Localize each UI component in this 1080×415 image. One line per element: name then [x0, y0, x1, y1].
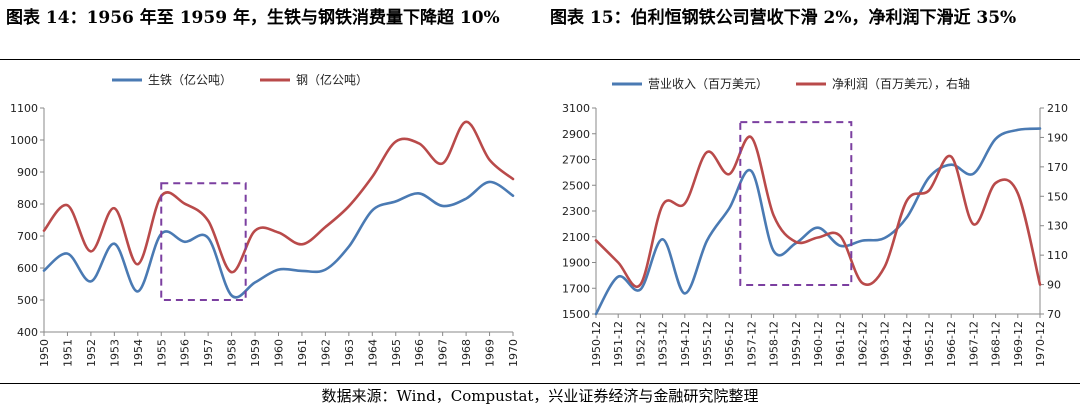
iron-steel-x-tick-label: 1954	[132, 339, 145, 367]
data-source-note: 数据来源：Wind，Compustat，兴业证券经济与金融研究院整理	[321, 387, 759, 405]
iron-steel-x-tick-label: 1967	[437, 339, 450, 367]
bethlehem-x-tick-label: 1953-12	[657, 321, 670, 367]
iron-steel-y-tick-label: 700	[17, 230, 38, 243]
iron-steel-x-tick-label: 1957	[202, 339, 215, 367]
iron-steel-x-tick-label: 1956	[179, 339, 192, 367]
bethlehem-x-tick-label: 1961-12	[834, 321, 847, 367]
bethlehem-x-tick-label: 1964-12	[901, 321, 914, 367]
iron-steel-x-tick-label: 1961	[296, 339, 309, 367]
iron-steel-y-tick-label: 900	[17, 166, 38, 179]
bethlehem-y-tick-label: 2700	[562, 154, 590, 167]
bethlehem-x-tick-label: 1967-12	[967, 321, 980, 367]
bethlehem-x-tick-label: 1965-12	[923, 321, 936, 367]
bethlehem-x-tick-label: 1968-12	[990, 321, 1003, 367]
bethlehem-x-tick-label: 1969-12	[1012, 321, 1025, 367]
iron-steel-y-tick-label: 500	[17, 294, 38, 307]
bethlehem-x-tick-label: 1957-12	[745, 321, 758, 367]
bethlehem-series-line-1	[594, 135, 1042, 288]
bethlehem-y2-tick-label: 150	[1047, 190, 1068, 203]
bethlehem-x-tick-label: 1962-12	[856, 321, 869, 367]
bethlehem-y-tick-label: 1700	[562, 282, 590, 295]
bethlehem-x-tick-label: 1950-12	[590, 321, 603, 367]
iron-steel-x-tick-label: 1968	[460, 339, 473, 367]
bethlehem-y2-tick-label: 170	[1047, 161, 1068, 174]
bethlehem-y2-tick-label: 70	[1047, 308, 1061, 321]
iron-steel-y-tick-label: 400	[17, 326, 38, 339]
iron-steel-x-tick-label: 1963	[343, 339, 356, 367]
bethlehem-x-tick-label: 1970-12	[1034, 321, 1047, 367]
bethlehem-x-tick-label: 1966-12	[945, 321, 958, 367]
iron-steel-x-tick-label: 1953	[108, 339, 121, 367]
bottom-rule	[0, 383, 1080, 384]
bethlehem-y-tick-label: 2100	[562, 231, 590, 244]
bethlehem-x-tick-label: 1951-12	[612, 321, 625, 367]
pig-iron-steel-chart: 400 500 600 700 800 900 1000 1100 1950 1951 1952 19…	[10, 72, 520, 367]
bethlehem-legend-label-0: 营业收入（百万美元）	[648, 77, 768, 91]
bethlehem-y-tick-label: 3100	[562, 102, 590, 115]
iron-steel-series-line-1	[42, 120, 515, 274]
bethlehem-y-tick-label: 2900	[562, 128, 590, 141]
bethlehem-x-tick-label: 1959-12	[790, 321, 803, 367]
bethlehem-steel-chart: 1500 1700 1900 2100 2300 2500 2700 2900 3100 70 90…	[562, 76, 1068, 367]
iron-steel-x-tick-label: 1952	[85, 339, 98, 367]
iron-steel-x-tick-label: 1958	[226, 339, 239, 367]
iron-steel-series-line-0	[42, 180, 515, 299]
top-rule	[0, 59, 1080, 60]
bethlehem-series-line-0	[594, 127, 1042, 316]
iron-steel-highlight-box	[160, 182, 247, 301]
iron-steel-x-tick-label: 1969	[484, 339, 497, 367]
iron-steel-x-tick-label: 1970	[507, 339, 520, 367]
iron-steel-x-tick-label: 1966	[413, 339, 426, 367]
bethlehem-legend-label-1: 净利润（百万美元），右轴	[832, 76, 970, 91]
iron-steel-x-tick-label: 1965	[390, 339, 403, 367]
iron-steel-x-tick-label: 1960	[273, 339, 286, 367]
iron-steel-y-tick-label: 1100	[10, 102, 38, 115]
bethlehem-y-tick-label: 2500	[562, 179, 590, 192]
right-figure-title: 图表 15：伯利恒钢铁公司营收下滑 2%，净利润下滑近 35%	[550, 8, 1017, 28]
bethlehem-x-tick-label: 1958-12	[768, 321, 781, 367]
iron-steel-x-tick-label: 1951	[61, 339, 74, 367]
left-figure-title: 图表 14：1956 年至 1959 年，生铁与钢铁消费量下降超 10%	[6, 8, 500, 28]
bethlehem-x-tick-label: 1954-12	[679, 321, 692, 367]
iron-steel-legend-label-1: 钢（亿公吨）	[296, 72, 368, 87]
bethlehem-y2-tick-label: 210	[1047, 102, 1068, 115]
iron-steel-x-tick-label: 1964	[366, 339, 379, 367]
iron-steel-x-tick-label: 1955	[155, 339, 168, 367]
iron-steel-x-tick-label: 1959	[249, 339, 262, 367]
bethlehem-y2-tick-label: 130	[1047, 220, 1068, 233]
iron-steel-legend-label-0: 生铁（亿公吨）	[148, 72, 232, 87]
iron-steel-y-tick-label: 1000	[10, 134, 38, 147]
bethlehem-y-tick-label: 1900	[562, 257, 590, 270]
bethlehem-x-tick-label: 1960-12	[812, 321, 825, 367]
iron-steel-y-tick-label: 800	[17, 198, 38, 211]
bethlehem-y2-tick-label: 90	[1047, 279, 1061, 292]
bethlehem-y2-tick-label: 110	[1047, 249, 1068, 262]
iron-steel-x-tick-label: 1950	[38, 339, 51, 367]
bethlehem-x-tick-label: 1955-12	[701, 321, 714, 367]
bethlehem-y-tick-label: 1500	[562, 308, 590, 321]
iron-steel-y-tick-label: 600	[17, 262, 38, 275]
iron-steel-x-tick-label: 1962	[319, 339, 332, 367]
bethlehem-x-tick-label: 1963-12	[879, 321, 892, 367]
bethlehem-x-tick-label: 1956-12	[723, 321, 736, 367]
bethlehem-y-tick-label: 2300	[562, 205, 590, 218]
bethlehem-x-tick-label: 1952-12	[634, 321, 647, 367]
bethlehem-highlight-box	[739, 121, 853, 287]
bethlehem-y2-tick-label: 190	[1047, 131, 1068, 144]
